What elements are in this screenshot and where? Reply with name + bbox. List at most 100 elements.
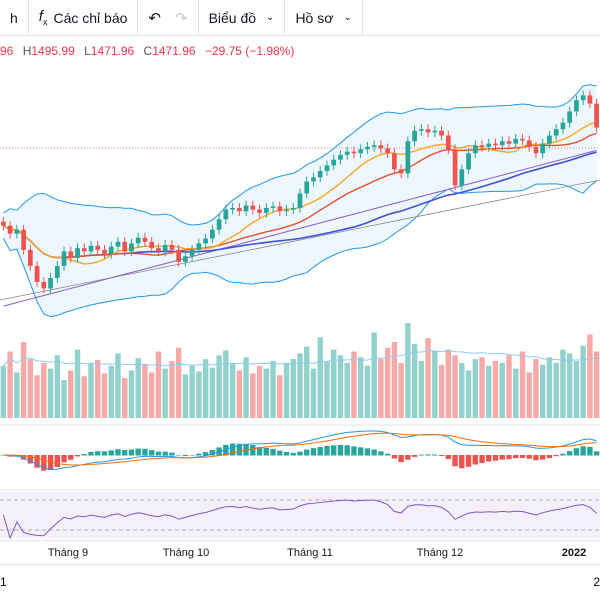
profile-button[interactable]: Hồ sơ ⌄ bbox=[285, 0, 363, 35]
candle-body bbox=[304, 181, 310, 194]
chevron-down-icon: ⌄ bbox=[343, 12, 352, 23]
volume-bar bbox=[175, 347, 182, 418]
macd-histogram-bar bbox=[95, 451, 101, 456]
candle-body bbox=[432, 130, 438, 133]
macd-histogram-bar bbox=[560, 453, 566, 456]
volume-bar bbox=[331, 349, 337, 418]
volume-bar bbox=[20, 342, 27, 418]
candle-body bbox=[452, 149, 458, 186]
candle-body bbox=[513, 138, 519, 144]
volume-bar bbox=[364, 365, 371, 418]
volume-bar bbox=[391, 342, 398, 418]
volume-bar bbox=[486, 365, 492, 418]
candle-body bbox=[311, 177, 316, 182]
redo-icon[interactable]: ↷ bbox=[174, 9, 188, 27]
macd-histogram-bar bbox=[593, 451, 600, 456]
macd-line bbox=[3, 430, 597, 470]
candle-body bbox=[250, 205, 256, 210]
candle-body bbox=[472, 145, 478, 154]
candle-body bbox=[21, 229, 26, 250]
candle-body bbox=[493, 143, 498, 146]
candle-body bbox=[412, 130, 417, 142]
indicators-label: Các chỉ báo bbox=[53, 9, 128, 26]
volume-bar bbox=[533, 359, 539, 418]
candle-body bbox=[210, 229, 215, 239]
volume-bar bbox=[411, 343, 418, 418]
volume-bar bbox=[216, 355, 222, 418]
macd-histogram-bar bbox=[384, 453, 391, 456]
candle-body bbox=[203, 238, 208, 244]
macd-histogram-bar bbox=[587, 446, 593, 456]
timeframe-label: h bbox=[10, 9, 18, 26]
macd-histogram-bar bbox=[74, 455, 81, 457]
candle-body bbox=[216, 219, 222, 230]
bottom-right-text: 2 bbox=[593, 575, 600, 589]
macd-histogram-bar bbox=[182, 455, 189, 457]
macd-histogram-bar bbox=[81, 454, 87, 456]
candle-body bbox=[526, 140, 532, 147]
volume-bar bbox=[250, 373, 256, 418]
volume-bar bbox=[115, 353, 121, 418]
volume-bar bbox=[425, 338, 431, 418]
macd-histogram-bar bbox=[337, 445, 344, 456]
volume-bar bbox=[479, 357, 485, 418]
macd-histogram-bar bbox=[452, 455, 458, 467]
candle-body bbox=[129, 243, 134, 252]
volume-bar bbox=[223, 350, 229, 418]
macd-histogram-bar bbox=[250, 445, 256, 456]
chart-type-button[interactable]: Biểu đồ ⌄ bbox=[199, 0, 286, 35]
candle-body bbox=[580, 95, 586, 101]
price-chart[interactable] bbox=[0, 0, 600, 540]
volume-bar bbox=[580, 345, 586, 418]
volume-bar bbox=[438, 364, 445, 418]
volume-bar bbox=[162, 368, 168, 418]
bottom-left-text[interactable]: 1 bbox=[0, 575, 7, 589]
candle-body bbox=[540, 143, 546, 154]
volume-bar bbox=[459, 362, 465, 418]
volume-bar bbox=[472, 359, 478, 418]
macd-histogram-bar bbox=[499, 455, 505, 460]
macd-histogram-bar bbox=[472, 455, 478, 465]
volume-bar bbox=[304, 346, 310, 418]
candle-body bbox=[183, 256, 188, 262]
macd-histogram-bar bbox=[573, 448, 580, 456]
volume-bar bbox=[452, 355, 458, 418]
macd-histogram-bar bbox=[236, 443, 243, 456]
macd-histogram-bar bbox=[209, 450, 216, 456]
candle-body bbox=[122, 241, 128, 252]
volume-bar bbox=[27, 359, 34, 418]
macd-histogram-bar bbox=[351, 446, 357, 456]
trend-line bbox=[0, 179, 600, 301]
macd-histogram-bar bbox=[256, 446, 263, 456]
candle-body bbox=[499, 141, 505, 146]
macd-histogram-bar bbox=[88, 451, 94, 456]
change-value: −29.75 (−1.98%) bbox=[204, 44, 295, 58]
volume-ma-line bbox=[3, 350, 597, 367]
volume-bar bbox=[128, 370, 135, 418]
macd-histogram-bar bbox=[61, 455, 67, 463]
macd-histogram-bar bbox=[20, 455, 27, 460]
volume-bar bbox=[546, 357, 553, 418]
candle-body bbox=[365, 146, 370, 150]
profile-label: Hồ sơ bbox=[295, 9, 334, 26]
indicators-button[interactable]: fx Các chỉ báo bbox=[29, 0, 139, 35]
function-icon: fx bbox=[38, 8, 48, 27]
x-tick: Tháng 12 bbox=[416, 547, 464, 559]
volume-bar bbox=[587, 334, 593, 418]
timeframe-button[interactable]: h bbox=[0, 0, 29, 35]
ohlc-legend: 96 H1495.99 L1471.96 C1471.96 −29.75 (−1… bbox=[0, 44, 294, 58]
volume-bar bbox=[34, 375, 40, 418]
candle-body bbox=[75, 248, 80, 258]
macd-histogram-bar bbox=[34, 455, 40, 468]
time-axis: Tháng 9 Tháng 10 Tháng 11 Tháng 12 2022 bbox=[0, 540, 600, 564]
macd-histogram-bar bbox=[405, 455, 411, 460]
candle-body bbox=[48, 277, 53, 289]
macd-histogram-bar bbox=[540, 455, 546, 460]
volume-bar bbox=[519, 351, 526, 418]
undo-icon[interactable]: ↶ bbox=[148, 9, 161, 27]
candle-body bbox=[277, 206, 283, 212]
close-value: 1471.96 bbox=[152, 44, 196, 58]
candle-body bbox=[533, 146, 539, 154]
candle-body bbox=[162, 244, 168, 252]
macd-histogram-bar bbox=[378, 451, 384, 456]
